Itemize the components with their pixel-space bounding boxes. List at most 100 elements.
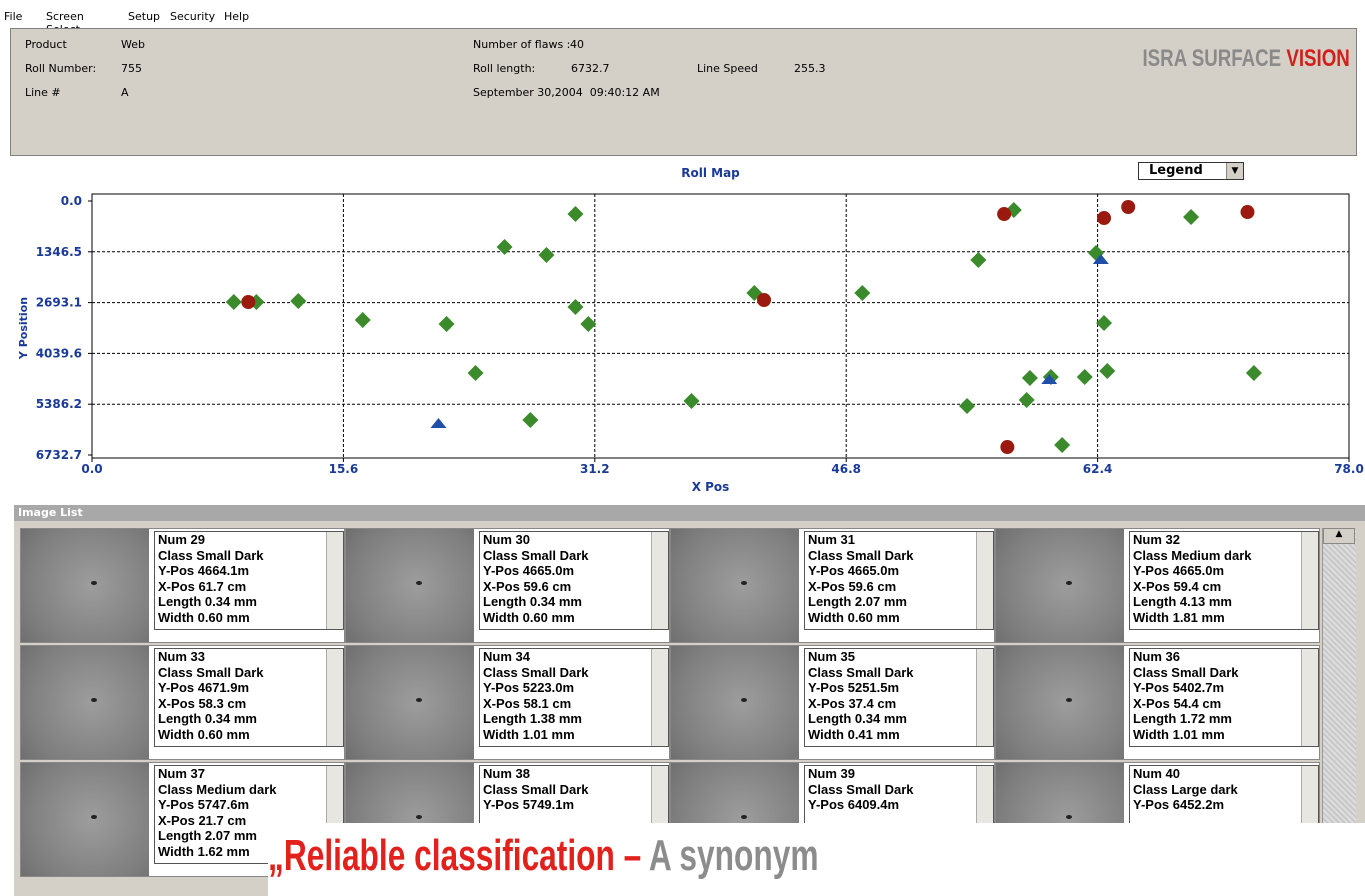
defect-image — [21, 763, 149, 876]
y-tick-label: 2693.1 — [36, 296, 82, 310]
flaw-marker — [970, 252, 987, 269]
info-line: Y-Pos 4665.0m — [483, 563, 575, 579]
defect-card: Num 32 Class Medium dark Y-Pos 4665.0m X-Po… — [995, 528, 1320, 643]
defect-spot — [741, 698, 747, 702]
dropdown-arrow[interactable]: ▼ — [1226, 163, 1243, 179]
menu-item[interactable]: Help — [224, 10, 250, 23]
flaw-marker — [567, 299, 584, 316]
y-tick-label: 4039.6 — [36, 346, 82, 360]
flaw-marker — [1000, 440, 1015, 455]
y-axis-label: Y Position — [17, 297, 30, 360]
info-line: Num 37 — [158, 766, 205, 781]
info-line: Width 0.41 mm — [808, 726, 900, 742]
info-line: Num 32 — [1133, 532, 1180, 547]
info-line: Num 39 — [808, 766, 855, 781]
info-line: Width 0.60 mm — [158, 726, 250, 742]
x-tick-label: 15.6 — [329, 462, 359, 476]
menu-item[interactable]: File — [4, 10, 23, 23]
defect-image — [996, 646, 1124, 759]
info-line: Width 1.81 mm — [1133, 609, 1225, 625]
info-line: Class Small Dark — [158, 547, 264, 563]
defect-info: Num 32 Class Medium dark Y-Pos 4665.0m X-Po… — [1129, 531, 1319, 630]
flaw-marker — [1021, 370, 1038, 387]
defect-spot — [741, 815, 747, 819]
info-line: Class Medium dark — [1133, 547, 1252, 563]
x-tick-label: 78.0 — [1334, 462, 1364, 476]
info-line: Class Small Dark — [483, 664, 589, 680]
flaw-marker — [290, 293, 307, 310]
defect-info: Num 31 Class Small Dark Y-Pos 4665.0m X-Pos… — [804, 531, 994, 630]
info-scrollbar[interactable] — [1301, 649, 1318, 746]
info-line: X-Pos 59.6 cm — [483, 578, 572, 594]
info-line: Length 1.72 mm — [1133, 711, 1232, 727]
info-line: Y-Pos 5251.5m — [808, 680, 900, 696]
defect-card: Num 35 Class Small Dark Y-Pos 5251.5m X-Pos… — [670, 645, 995, 760]
flaw-marker — [1097, 211, 1112, 226]
menu-item[interactable]: Setup — [128, 10, 161, 23]
tagline-gray: A synonym — [648, 831, 819, 880]
defect-card: Num 29 Class Small Dark Y-Pos 4664.1m X-Pos… — [20, 528, 345, 643]
flaw-marker — [538, 246, 555, 263]
info-line: Num 31 — [808, 532, 855, 547]
info-line: Length 0.34 mm — [808, 711, 907, 727]
y-tick-label: 0.0 — [61, 194, 82, 208]
value: 755 — [121, 62, 142, 75]
info-line: Num 36 — [1133, 649, 1180, 664]
flaw-marker — [1087, 244, 1104, 261]
info-scrollbar[interactable] — [976, 649, 993, 746]
value: 40 — [570, 38, 584, 51]
flaw-marker — [580, 315, 597, 332]
defect-card: Num 31 Class Small Dark Y-Pos 4665.0m X-Pos… — [670, 528, 995, 643]
flaw-marker — [522, 412, 539, 429]
info-line: X-Pos 61.7 cm — [158, 578, 247, 594]
info-scrollbar[interactable] — [326, 532, 343, 629]
flaw-marker — [438, 315, 455, 332]
info-scrollbar[interactable] — [976, 532, 993, 629]
info-line: Num 34 — [483, 649, 530, 664]
info-scrollbar[interactable] — [651, 649, 668, 746]
defect-info: Num 34 Class Small Dark Y-Pos 5223.0m X-Pos… — [479, 648, 669, 747]
info-line: Class Small Dark — [158, 664, 264, 680]
info-line: Class Small Dark — [483, 547, 589, 563]
info-line: Y-Pos 5749.1m — [483, 797, 575, 813]
info-line: Width 0.60 mm — [483, 609, 575, 625]
legend-dropdown[interactable]: Legend ▼ — [1138, 162, 1244, 180]
info-line: Y-Pos 4665.0m — [1133, 563, 1225, 579]
header-panel: Product Web Roll Number: 755 Line # A Nu… — [10, 28, 1357, 156]
flaw-marker — [1121, 199, 1136, 214]
info-line: X-Pos 54.4 cm — [1133, 695, 1222, 711]
defect-card: Num 30 Class Small Dark Y-Pos 4665.0m X-Pos… — [345, 528, 670, 643]
defect-spot — [416, 581, 422, 585]
defect-spot — [91, 698, 97, 702]
value: Web — [121, 38, 145, 51]
tagline-text: „Reliable classification – A synonym — [268, 831, 819, 881]
defect-image — [346, 529, 474, 642]
info-scrollbar[interactable] — [326, 649, 343, 746]
defect-image — [671, 646, 799, 759]
info-line: Y-Pos 4671.9m — [158, 680, 250, 696]
info-line: Num 30 — [483, 532, 530, 547]
flaw-marker — [854, 285, 871, 302]
value: A — [121, 86, 129, 99]
info-line: Length 2.07 mm — [158, 828, 257, 844]
flaw-marker — [241, 294, 256, 309]
info-line: Class Small Dark — [483, 781, 589, 797]
info-line: Num 35 — [808, 649, 855, 664]
info-line: Width 0.60 mm — [808, 609, 900, 625]
info-line: Class Small Dark — [808, 547, 914, 563]
info-line: Length 0.34 mm — [158, 711, 257, 727]
flaw-marker — [757, 292, 772, 307]
defect-spot — [1066, 698, 1072, 702]
defect-image — [671, 529, 799, 642]
menu-item[interactable]: Security — [170, 10, 216, 23]
info-scrollbar[interactable] — [1301, 532, 1318, 629]
scroll-up[interactable]: ▲ — [1323, 528, 1355, 544]
defect-image — [21, 529, 149, 642]
info-line: Num 40 — [1133, 766, 1180, 781]
y-tick-label: 5386.2 — [36, 397, 82, 411]
flaw-marker — [1099, 362, 1116, 379]
defect-card: Num 33 Class Small Dark Y-Pos 4671.9m X-Pos… — [20, 645, 345, 760]
info-scrollbar[interactable] — [651, 532, 668, 629]
info-line: Width 0.60 mm — [158, 609, 250, 625]
info-line: Y-Pos 6452.2m — [1133, 797, 1225, 813]
